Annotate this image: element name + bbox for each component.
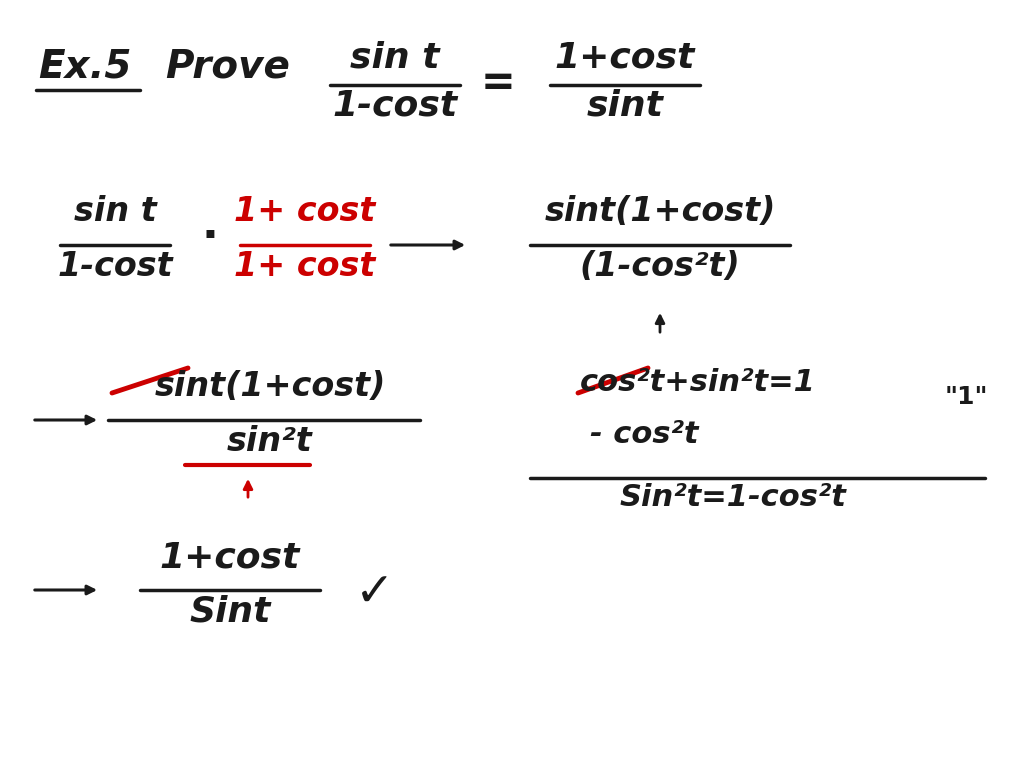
Text: Sint: Sint bbox=[189, 595, 270, 629]
Text: 1-cost: 1-cost bbox=[333, 88, 458, 122]
Text: ✓: ✓ bbox=[355, 572, 394, 617]
Text: 1+ cost: 1+ cost bbox=[234, 195, 376, 228]
Text: sin²t: sin²t bbox=[227, 425, 313, 458]
Text: sin t: sin t bbox=[74, 195, 157, 228]
Text: Sin²t=1-cos²t: Sin²t=1-cos²t bbox=[620, 483, 847, 512]
Text: sint(1+cost): sint(1+cost) bbox=[545, 195, 776, 228]
Text: 1+cost: 1+cost bbox=[160, 540, 300, 574]
Text: Ex.5: Ex.5 bbox=[38, 48, 131, 86]
Text: cos²t+sin²t=1: cos²t+sin²t=1 bbox=[580, 368, 816, 397]
Text: 1+cost: 1+cost bbox=[555, 40, 695, 74]
Text: =: = bbox=[480, 62, 515, 104]
Text: sin t: sin t bbox=[350, 40, 439, 74]
Text: Prove: Prove bbox=[165, 48, 290, 86]
Text: 1-cost: 1-cost bbox=[57, 250, 173, 283]
Text: "1": "1" bbox=[945, 385, 988, 409]
Text: - cos²t: - cos²t bbox=[590, 420, 698, 449]
Text: (1-cos²t): (1-cos²t) bbox=[580, 250, 740, 283]
Text: 1+ cost: 1+ cost bbox=[234, 250, 376, 283]
Text: ·: · bbox=[202, 216, 218, 259]
Text: sint: sint bbox=[587, 88, 664, 122]
Text: sint(1+cost): sint(1+cost) bbox=[155, 370, 386, 403]
